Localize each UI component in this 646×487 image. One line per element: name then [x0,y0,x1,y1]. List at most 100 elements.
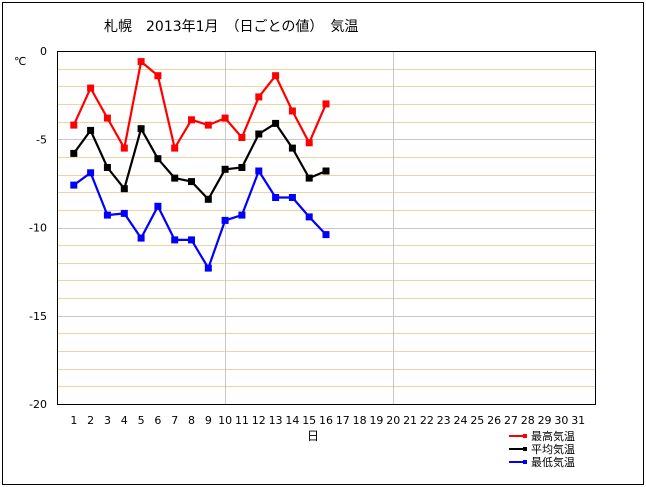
x-tick-label: 17 [336,414,350,427]
x-tick-label: 15 [302,414,316,427]
data-point-marker [171,236,179,244]
x-tick-label: 30 [554,414,568,427]
legend-label: 最低気温 [531,455,575,469]
data-point-marker [87,169,95,177]
data-point-marker [322,100,330,108]
x-tick-label: 27 [504,414,518,427]
data-point-marker [322,231,330,239]
legend-label: 平均気温 [531,442,575,456]
data-point-marker [137,58,145,66]
x-tick-label: 19 [369,414,383,427]
data-point-marker [103,211,111,219]
y-tick-label: 0 [40,45,47,58]
x-tick-label: 13 [269,414,283,427]
chart-title: 札幌 2013年1月 （日ごとの値） 気温 [104,19,358,35]
data-point-marker [238,211,246,219]
data-point-marker [204,121,212,129]
data-point-marker [70,181,78,189]
series-line [72,60,328,150]
data-point-marker [87,84,95,92]
data-point-marker [120,209,128,217]
x-tick-label: 23 [437,414,451,427]
x-tick-label: 21 [403,414,417,427]
x-tick-label: 8 [188,414,195,427]
data-point-marker [255,167,263,175]
x-tick-label: 18 [353,414,367,427]
x-tick-label: 7 [171,414,178,427]
x-tick-label: 4 [121,414,128,427]
data-point-marker [305,174,313,182]
data-point-marker [188,116,195,124]
y-tick-label: -10 [29,222,47,235]
x-tick-label: 26 [487,414,501,427]
data-point-marker [188,236,195,244]
series-line [73,169,327,270]
series-line [72,122,327,201]
x-axis-label: 日 [307,429,319,443]
data-point-marker [103,114,111,122]
data-point-marker [255,93,263,101]
data-point-marker [120,144,128,152]
x-tick-label: 22 [420,414,434,427]
x-tick-label: 3 [104,414,111,427]
data-point-marker [204,264,212,272]
plot-area-border [57,51,596,405]
data-point-marker [120,185,128,193]
x-tick-label: 1 [70,414,77,427]
data-point-marker [221,165,229,173]
data-point-marker [204,195,212,203]
data-point-marker [137,234,145,242]
data-point-marker [272,194,280,201]
x-tick-label: 10 [218,414,232,427]
legend-marker [523,434,527,438]
data-point-marker [288,107,296,115]
data-point-marker [154,72,162,80]
data-point-marker [272,72,280,80]
y-tick-label: -5 [36,133,47,146]
x-tick-label: 9 [205,414,212,427]
data-point-marker [322,167,330,175]
x-tick-label: 2 [87,414,94,427]
x-tick-label: 29 [538,414,552,427]
x-tick-label: 6 [154,414,161,427]
x-tick-label: 20 [386,414,400,427]
data-point-marker [87,126,95,134]
legend-marker [523,447,527,451]
data-point-marker [221,216,229,224]
data-point-marker [171,174,179,182]
y-axis-label: ℃ [14,55,26,68]
data-point-marker [255,130,263,138]
x-tick-label: 12 [252,414,266,427]
data-point-marker [70,121,78,129]
data-point-marker [238,134,246,141]
data-point-marker [288,194,296,201]
data-point-marker [272,119,280,127]
x-tick-label: 24 [454,414,468,427]
x-tick-label: 5 [138,414,145,427]
y-tick-label: -20 [29,398,47,411]
data-point-marker [154,202,162,210]
data-point-marker [188,178,195,186]
x-tick-label: 28 [521,414,535,427]
data-point-marker [103,164,111,171]
x-tick-label: 14 [285,414,299,427]
x-tick-label: 16 [319,414,333,427]
data-point-marker [70,149,78,157]
axis-layer: 0-5-10-15-201 2 3 4 5 6 7 8 9 10 11 12 13 14 15 16 17 18 1… [29,45,596,427]
data-point-marker [288,144,296,152]
data-point-marker [137,125,145,133]
x-tick-label: 11 [235,414,249,427]
data-point-marker [305,213,313,221]
x-tick-label: 25 [470,414,484,427]
legend-label: 最高気温 [531,429,575,443]
data-point-marker [305,139,313,147]
data-point-marker [221,114,229,122]
legend-marker [523,460,527,464]
data-point-marker [171,144,179,152]
data-point-marker [238,164,246,171]
data-point-marker [154,155,162,163]
